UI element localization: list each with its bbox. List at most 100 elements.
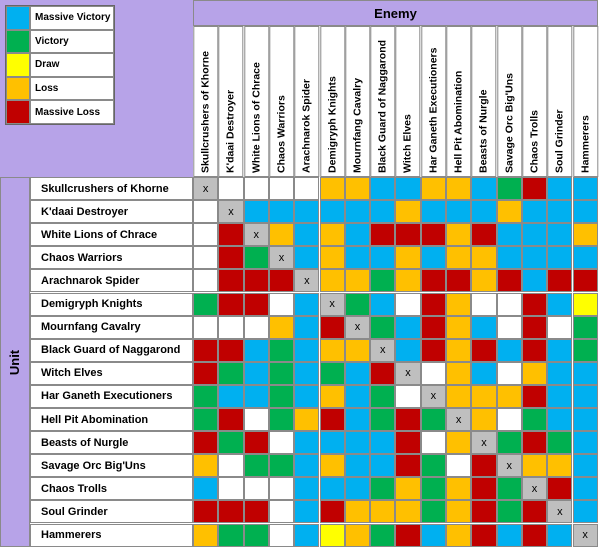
result-cell <box>446 431 472 455</box>
result-cell <box>370 523 396 547</box>
result-cell <box>471 477 497 501</box>
result-cell <box>496 384 522 408</box>
result-cell <box>344 246 371 270</box>
result-cell <box>446 361 472 385</box>
legend-swatch <box>6 76 30 101</box>
result-cell <box>294 292 320 316</box>
column-header: White Lions of Chrace <box>243 26 269 177</box>
result-cell <box>218 477 244 501</box>
result-cell <box>268 408 295 432</box>
legend-label: Loss <box>30 76 114 101</box>
result-cell <box>370 431 396 455</box>
diagonal-cell: x <box>294 269 320 293</box>
result-cell <box>193 408 219 432</box>
result-cell <box>496 500 522 524</box>
result-cell <box>420 200 446 224</box>
diagonal-cell: x <box>572 523 598 547</box>
result-cell <box>370 269 396 293</box>
result-cell <box>268 384 295 408</box>
result-cell <box>446 269 472 293</box>
result-cell <box>344 223 371 247</box>
result-cell <box>395 338 421 362</box>
result-cell <box>319 223 345 247</box>
result-cell <box>268 338 295 362</box>
result-cell <box>496 223 522 247</box>
result-cell <box>496 338 522 362</box>
result-cell <box>521 223 548 247</box>
result-cell <box>294 200 320 224</box>
row-header: Demigryph Knights <box>30 292 193 316</box>
diagonal-cell: x <box>193 177 219 201</box>
diagonal-cell: x <box>446 408 472 432</box>
result-cell <box>344 477 371 501</box>
row-header: Skullcrushers of Khorne <box>30 177 193 201</box>
result-cell <box>471 269 497 293</box>
result-cell <box>496 246 522 270</box>
result-cell <box>420 223 446 247</box>
result-cell <box>344 338 371 362</box>
result-cell <box>420 361 446 385</box>
result-cell <box>193 454 219 478</box>
result-cell <box>319 177 345 201</box>
result-cell <box>268 315 295 339</box>
result-cell <box>446 523 472 547</box>
result-cell <box>521 292 548 316</box>
result-cell <box>294 338 320 362</box>
result-cell <box>344 384 371 408</box>
column-header: Witch Elves <box>395 26 421 177</box>
result-cell <box>319 338 345 362</box>
result-cell <box>420 477 446 501</box>
result-cell <box>243 408 269 432</box>
result-cell <box>243 200 269 224</box>
legend: Massive Victory Victory Draw Loss Massive Lo… <box>5 5 115 125</box>
result-cell <box>294 246 320 270</box>
diagonal-cell: x <box>395 361 421 385</box>
result-cell <box>218 454 244 478</box>
diagonal-cell: x <box>420 384 446 408</box>
result-cell <box>370 200 396 224</box>
result-cell <box>521 177 548 201</box>
column-header: Skullcrushers of Khorne <box>193 26 219 177</box>
legend-label: Draw <box>30 53 114 77</box>
result-cell <box>218 315 244 339</box>
result-cell <box>547 292 573 316</box>
legend-label: Massive Loss <box>30 100 114 124</box>
row-header: Savage Orc Big'Uns <box>30 454 193 478</box>
result-cell <box>572 269 598 293</box>
result-cell <box>294 361 320 385</box>
result-cell <box>547 384 573 408</box>
result-cell <box>547 431 573 455</box>
result-cell <box>243 246 269 270</box>
result-cell <box>370 454 396 478</box>
result-cell <box>344 408 371 432</box>
result-cell <box>521 523 548 547</box>
result-cell <box>294 500 320 524</box>
result-cell <box>420 338 446 362</box>
result-cell <box>370 292 396 316</box>
result-cell <box>547 246 573 270</box>
column-header: Black Guard of Naggarond <box>370 26 396 177</box>
result-cell <box>218 431 244 455</box>
result-cell <box>471 408 497 432</box>
result-cell <box>496 292 522 316</box>
result-cell <box>193 523 219 547</box>
result-cell <box>395 200 421 224</box>
result-cell <box>496 269 522 293</box>
result-cell <box>218 384 244 408</box>
result-cell <box>268 523 295 547</box>
diagonal-cell: x <box>370 338 396 362</box>
result-cell <box>446 338 472 362</box>
result-cell <box>446 292 472 316</box>
unit-header: Unit <box>7 349 23 375</box>
result-cell <box>193 500 219 524</box>
result-cell <box>395 523 421 547</box>
result-cell <box>193 223 219 247</box>
result-cell <box>294 223 320 247</box>
result-cell <box>547 361 573 385</box>
unit-header-box: Unit <box>0 177 30 547</box>
result-cell <box>521 431 548 455</box>
column-header: Har Ganeth Executioners <box>420 26 446 177</box>
legend-label: Massive Victory <box>30 6 114 30</box>
result-cell <box>193 292 219 316</box>
result-cell <box>243 361 269 385</box>
